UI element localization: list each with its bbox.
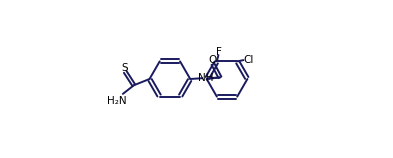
Text: O: O [208, 55, 216, 65]
Text: H₂N: H₂N [107, 96, 126, 106]
Text: NH: NH [198, 73, 214, 83]
Text: F: F [216, 46, 222, 57]
Text: S: S [121, 63, 128, 73]
Text: Cl: Cl [243, 55, 254, 65]
